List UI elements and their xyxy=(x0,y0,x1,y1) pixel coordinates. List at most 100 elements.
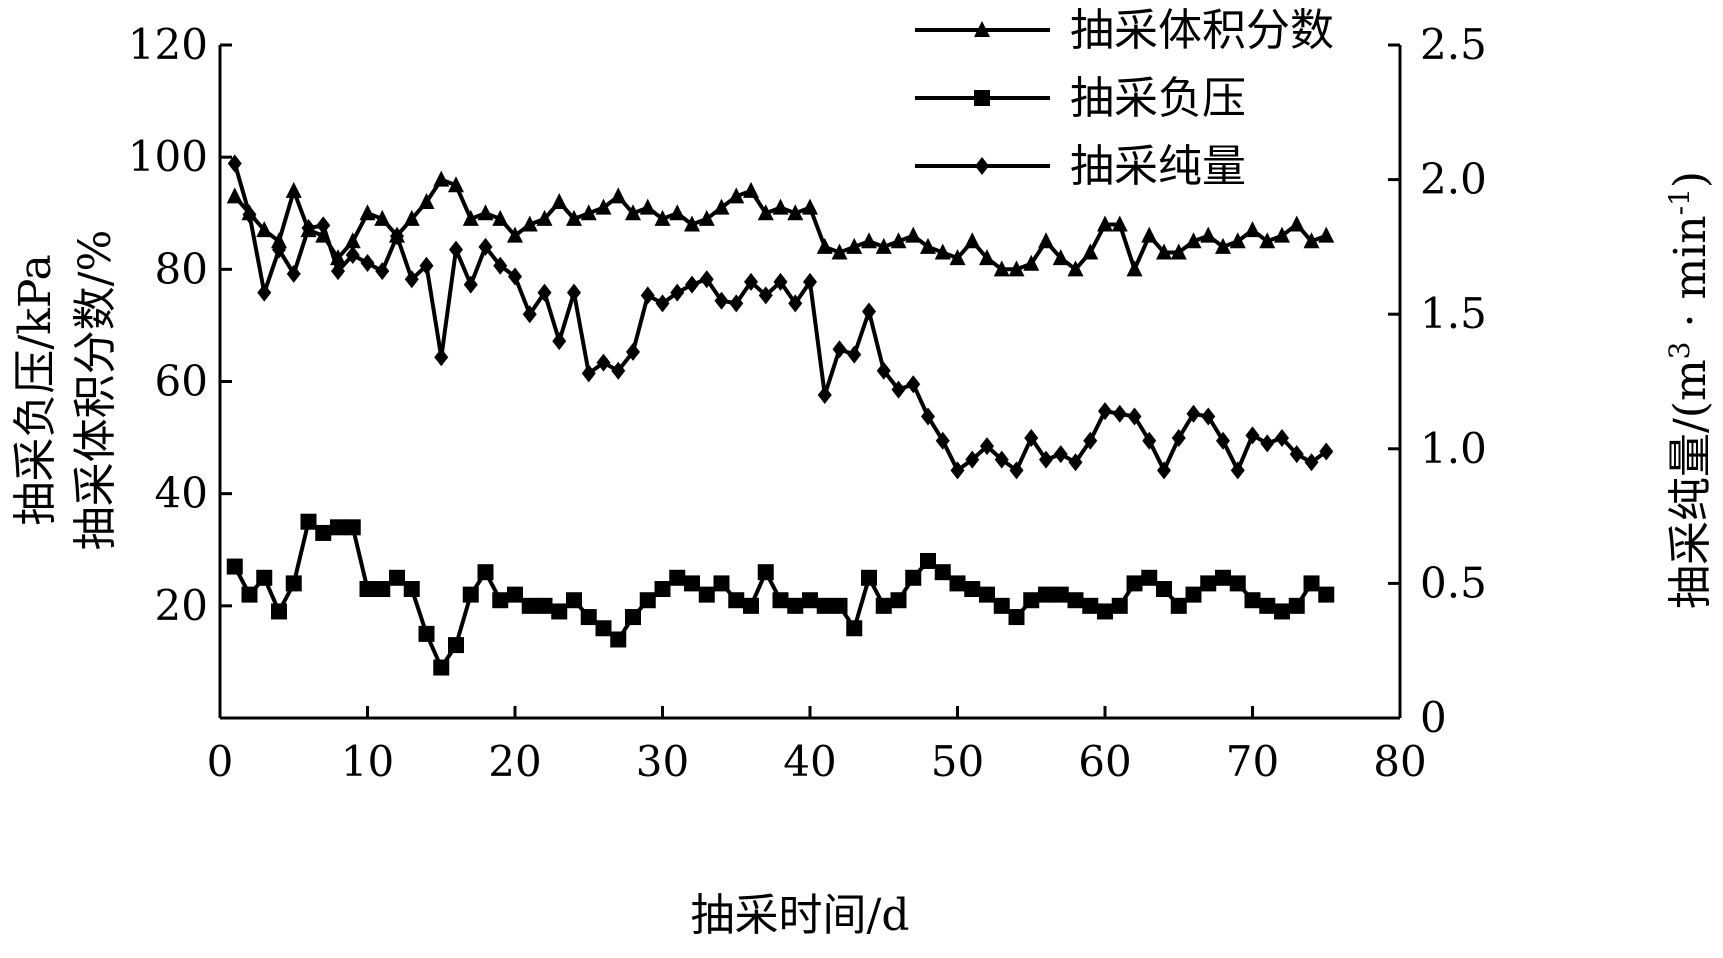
data-point xyxy=(226,558,243,575)
x-axis-title: 抽采时间/d xyxy=(691,890,910,941)
x-tick-label: 50 xyxy=(931,737,984,786)
data-point xyxy=(434,348,449,367)
data-point xyxy=(477,564,494,581)
data-point xyxy=(743,181,759,198)
data-point xyxy=(685,275,699,294)
data-point xyxy=(729,294,744,313)
data-point xyxy=(816,237,833,254)
data-point xyxy=(1024,429,1039,448)
y-right-title-suffix: ) xyxy=(1665,171,1716,188)
data-point xyxy=(905,226,922,243)
series-layer xyxy=(226,154,1335,676)
data-point xyxy=(271,603,287,620)
data-point xyxy=(831,243,848,260)
data-point xyxy=(1303,232,1320,249)
data-point xyxy=(758,286,773,305)
data-point xyxy=(684,215,700,232)
legend-label: 抽采负压 xyxy=(1070,73,1246,124)
data-point xyxy=(536,597,553,614)
data-point xyxy=(316,216,331,235)
data-point xyxy=(875,597,892,614)
data-point xyxy=(773,272,788,291)
data-point xyxy=(257,283,272,302)
data-point xyxy=(891,380,906,399)
data-point xyxy=(1008,609,1025,626)
data-point xyxy=(1289,445,1304,464)
data-point xyxy=(595,620,612,637)
data-point xyxy=(1275,429,1289,448)
data-point xyxy=(521,215,538,232)
data-point xyxy=(242,205,257,224)
data-point xyxy=(684,575,700,592)
data-point xyxy=(1009,461,1024,480)
data-point xyxy=(1126,260,1143,277)
data-point xyxy=(728,187,745,204)
data-point xyxy=(654,581,671,598)
data-point xyxy=(551,603,568,620)
y-right-title-prefix: 抽采纯量/(m xyxy=(1665,359,1716,609)
data-point xyxy=(360,254,375,273)
y-right-tick-label: 1.0 xyxy=(1420,424,1487,473)
data-point xyxy=(331,262,345,281)
data-point xyxy=(610,187,627,204)
data-point xyxy=(994,450,1009,469)
data-point xyxy=(521,597,538,614)
data-point xyxy=(935,431,950,450)
data-point xyxy=(640,286,655,305)
data-point xyxy=(639,198,656,215)
data-point xyxy=(300,513,317,530)
data-point xyxy=(1185,586,1202,603)
data-point xyxy=(861,232,877,249)
data-point xyxy=(403,209,420,226)
data-point xyxy=(876,361,891,380)
data-point xyxy=(596,353,611,372)
data-point xyxy=(670,283,685,302)
data-point xyxy=(655,294,670,313)
data-point xyxy=(1244,221,1261,238)
data-point xyxy=(964,232,981,249)
data-point xyxy=(787,204,804,221)
data-point xyxy=(507,586,523,603)
data-point xyxy=(757,564,774,581)
legend-marker xyxy=(975,157,989,175)
data-point xyxy=(1230,461,1245,480)
data-point xyxy=(375,262,390,281)
data-point xyxy=(846,237,863,254)
x-tick-label: 20 xyxy=(488,737,541,786)
data-point xyxy=(921,407,935,426)
data-point xyxy=(374,581,391,598)
data-point xyxy=(787,597,804,614)
y-left-tick-label: 20 xyxy=(155,581,208,630)
data-point xyxy=(1201,407,1216,426)
series-diamond xyxy=(227,154,1334,480)
x-tick-label: 30 xyxy=(636,737,689,786)
data-point xyxy=(522,305,537,324)
data-point xyxy=(1318,586,1335,603)
data-point xyxy=(226,187,243,204)
data-point xyxy=(906,375,921,394)
y-left-axis-title-line2: 抽采体积分数/% xyxy=(70,230,121,551)
data-point xyxy=(964,581,981,598)
data-point xyxy=(1067,260,1084,277)
data-point xyxy=(803,272,817,291)
data-point xyxy=(890,592,907,609)
data-point xyxy=(757,204,774,221)
y-right-tick-label: 2.5 xyxy=(1420,20,1487,69)
data-point xyxy=(1141,226,1158,243)
data-point xyxy=(979,586,995,603)
data-point xyxy=(846,620,863,637)
data-point xyxy=(595,198,612,215)
y-left-tick-label: 120 xyxy=(128,20,208,69)
data-point xyxy=(965,450,980,469)
data-point xyxy=(625,609,641,626)
data-point xyxy=(1303,575,1320,592)
data-point xyxy=(1083,431,1098,450)
data-point xyxy=(1156,581,1172,598)
data-point xyxy=(832,340,847,359)
data-point xyxy=(256,569,273,586)
data-point xyxy=(1052,249,1069,266)
data-point xyxy=(418,193,435,210)
data-point xyxy=(478,237,493,256)
